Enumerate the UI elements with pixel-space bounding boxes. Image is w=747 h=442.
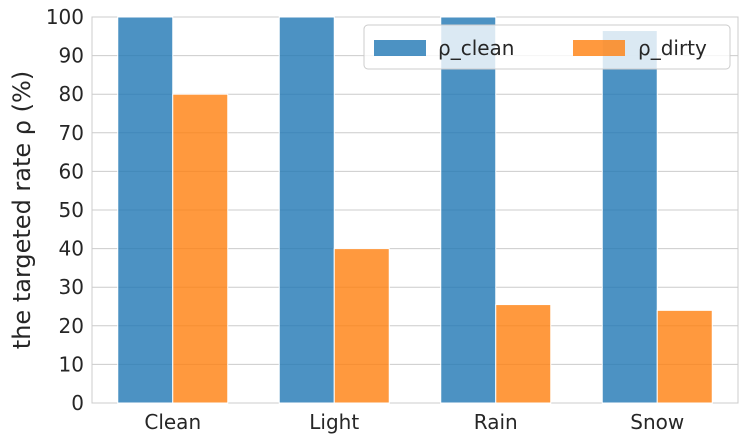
legend-swatch-dirty (573, 40, 625, 56)
y-tick-label: 80 (59, 82, 84, 106)
legend-label-dirty: ρ_dirty (638, 36, 707, 60)
bar-clean-snow (601, 30, 658, 404)
x-tick-label: Clean (144, 410, 201, 434)
x-tick-label: Light (309, 410, 359, 434)
y-tick-label: 70 (59, 121, 84, 145)
y-tick-label: 60 (59, 159, 84, 183)
bar-dirty-light (333, 248, 390, 404)
x-tick-labels: Clean Light Rain Snow (144, 410, 684, 434)
bar-dirty-snow (656, 309, 713, 404)
x-tick-label: Rain (474, 410, 518, 434)
x-tick-label: Snow (630, 410, 684, 434)
legend-label-clean: ρ_clean (438, 36, 514, 60)
bar-clean-light (278, 16, 335, 404)
bars (117, 16, 713, 404)
y-tick-label: 100 (46, 5, 84, 29)
y-tick-label: 90 (59, 44, 84, 68)
bar-clean-rain (440, 16, 497, 404)
y-tick-label: 20 (59, 314, 84, 338)
y-tick-labels: 0 10 20 30 40 50 60 70 80 90 100 (46, 5, 84, 415)
y-tick-label: 0 (71, 391, 84, 415)
bar-dirty-rain (495, 304, 552, 404)
bar-clean-clean (117, 16, 174, 404)
y-axis-label: the targeted rate ρ (%) (8, 71, 36, 349)
legend: ρ_clean ρ_dirty (363, 24, 731, 70)
y-tick-label: 10 (59, 352, 84, 376)
y-tick-label: 30 (59, 275, 84, 299)
y-tick-label: 40 (59, 237, 84, 261)
legend-swatch-clean (374, 40, 426, 56)
y-tick-label: 50 (59, 198, 84, 222)
legend-box (363, 24, 731, 70)
bar-dirty-clean (172, 93, 229, 404)
